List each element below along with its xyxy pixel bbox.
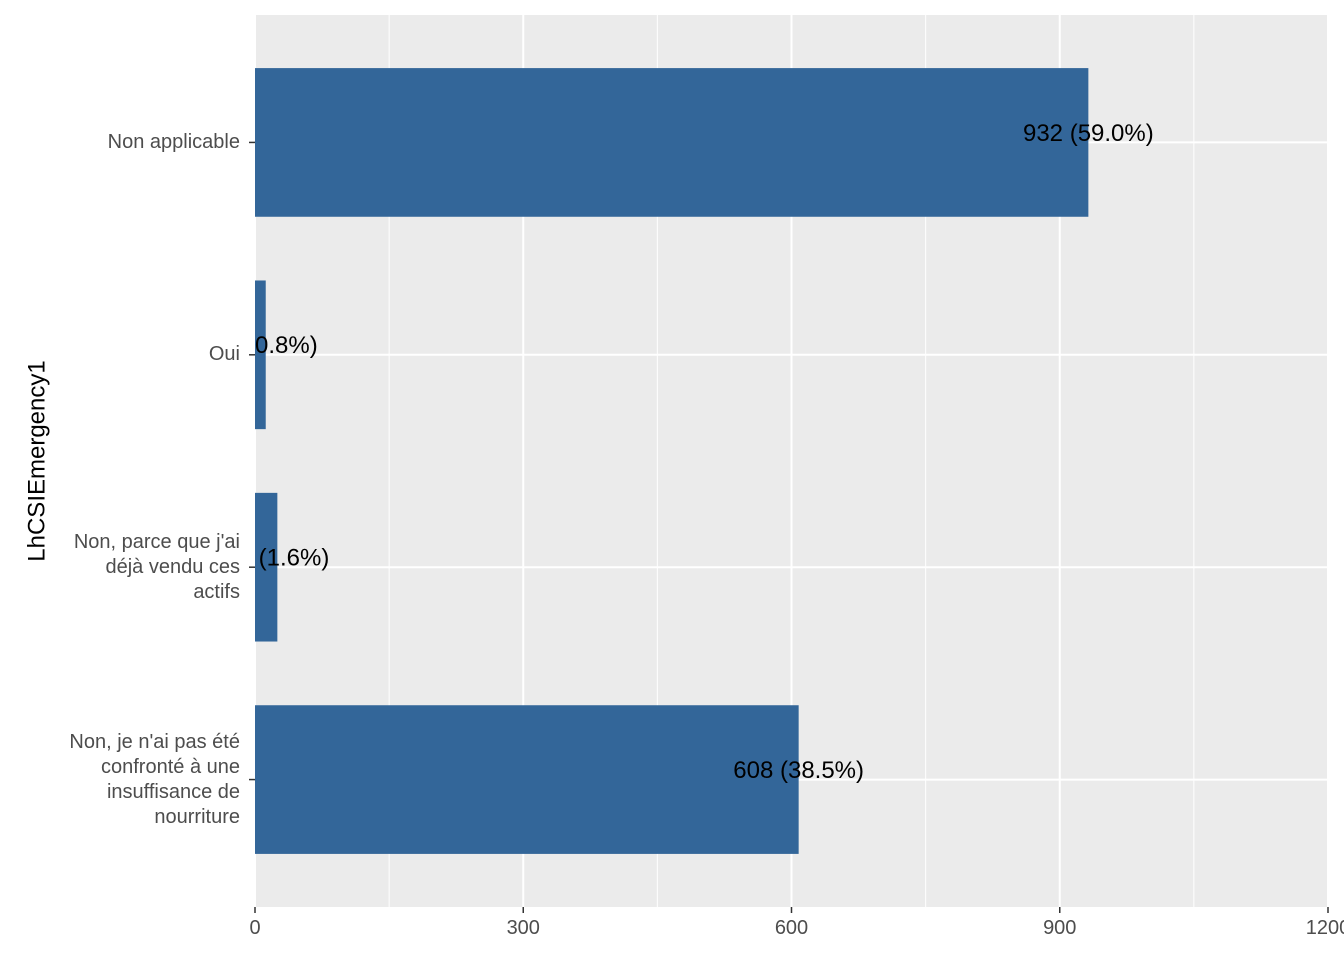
y-tick-label: Non, je n'ai pas été confronté à une ins…	[69, 730, 240, 828]
x-tick-label: 0	[249, 917, 260, 939]
x-tick-label: 300	[507, 917, 540, 939]
data-label: 608 (38.5%)	[733, 757, 864, 784]
bar	[255, 280, 266, 430]
x-tick-label: 600	[775, 917, 808, 939]
data-label: 12 (0.8%)	[214, 332, 318, 359]
data-label: 25 (1.6%)	[225, 545, 329, 572]
x-tick-label: 1200	[1306, 917, 1344, 939]
bar	[255, 68, 1089, 217]
y-tick-label: Non applicable	[107, 130, 240, 153]
bar	[255, 705, 799, 854]
y-tick-label: Oui	[208, 343, 240, 366]
bar	[255, 492, 278, 642]
data-label: 932 (59.0%)	[1023, 120, 1154, 147]
y-tick-label: Non, parce que j'ai déjà vendu ces actif…	[73, 530, 240, 603]
y-axis-title: LhCSIEmergency1	[23, 360, 50, 561]
x-tick-label: 900	[1043, 917, 1076, 939]
